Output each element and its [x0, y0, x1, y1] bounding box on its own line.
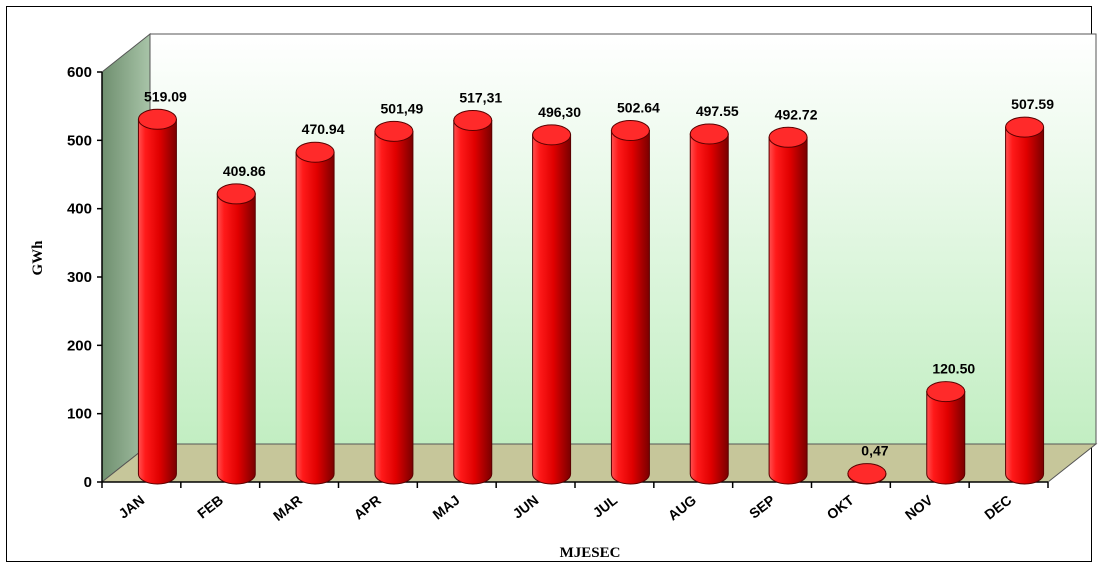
bar-top-cap	[926, 381, 966, 403]
x-tick-label: NOV	[902, 491, 936, 523]
data-label: 519.09	[144, 88, 187, 104]
bar-maj	[453, 110, 493, 485]
x-axis-title: MJESEC	[560, 545, 621, 561]
x-tick-label: JAN	[115, 492, 147, 522]
y-tick-label: 100	[67, 406, 92, 423]
bar-jul	[610, 120, 650, 485]
data-label: 497.55	[696, 103, 739, 119]
data-label: 502.64	[617, 100, 660, 116]
y-tick-label: 300	[67, 269, 92, 286]
bar-dec	[1005, 116, 1045, 485]
bar-aug	[689, 123, 729, 485]
y-axis-title: GWh	[30, 240, 46, 276]
bar-body	[374, 130, 414, 485]
x-tick-label: JUN	[510, 492, 542, 522]
x-tick-label: APR	[351, 492, 384, 523]
bar-jun	[532, 124, 572, 485]
x-tick-label: MAJ	[429, 492, 462, 523]
bar-okt	[847, 463, 887, 485]
x-axis: JAN FEB MAR APR MAJ JUN JUL AUG SEP OKT NOV DEC	[101, 481, 1049, 524]
data-label: 409.86	[223, 163, 266, 179]
bar-body	[216, 193, 256, 485]
x-tick-label: AUG	[665, 492, 699, 524]
y-tick-label: 0	[84, 474, 92, 491]
bar-body	[453, 120, 493, 485]
bar-jan	[137, 108, 177, 485]
bar-body	[610, 130, 650, 485]
x-tick-label: OKT	[824, 491, 857, 522]
bar-sep	[768, 126, 808, 485]
bar-top-cap	[295, 141, 335, 163]
x-tick-label: FEB	[194, 492, 226, 522]
bar-apr	[374, 120, 414, 485]
bar-body	[1005, 126, 1045, 485]
data-label: 501,49	[381, 100, 424, 116]
y-tick-label: 400	[67, 201, 92, 218]
data-label: 120.50	[932, 361, 975, 377]
data-label: 492.72	[775, 106, 818, 122]
y-tick-label: 500	[67, 132, 92, 149]
bar-body	[137, 118, 177, 485]
x-tick-label: JUL	[590, 491, 621, 520]
x-tick-label: SEP	[746, 492, 778, 522]
bar-top-cap	[374, 120, 414, 142]
bar-mar	[295, 141, 335, 485]
data-label: 517,31	[459, 90, 502, 106]
y-tick-label: 600	[67, 64, 92, 81]
bar-top-cap	[216, 183, 256, 205]
data-label: 496,30	[538, 104, 581, 120]
bar-top-cap	[689, 123, 729, 145]
data-label: 470.94	[302, 121, 345, 137]
bar-body	[768, 136, 808, 485]
bar-top-cap	[847, 463, 887, 485]
bars	[137, 108, 1045, 485]
y-tick-label: 200	[67, 337, 92, 354]
bar-feb	[216, 183, 256, 485]
bar-body	[926, 391, 966, 485]
y-axis: 0 100 200 300 400 500 600	[67, 64, 103, 491]
bar-top-cap	[453, 110, 493, 132]
bar-body	[295, 151, 335, 485]
data-label: 507.59	[1011, 96, 1054, 112]
bar-top-cap	[610, 120, 650, 142]
data-labels: 519.09 409.86 470.94 501,49 517,31 496,30 502.…	[144, 88, 1054, 458]
bar-nov	[926, 381, 966, 485]
bar-top-cap	[532, 124, 572, 146]
bar-top-cap	[768, 126, 808, 148]
x-tick-label: DEC	[981, 492, 1014, 523]
bar-top-cap	[137, 108, 177, 130]
bar-body	[532, 134, 572, 485]
bar-top-cap	[1005, 116, 1045, 138]
data-label: 0,47	[861, 443, 888, 459]
x-tick-label: MAR	[270, 492, 305, 524]
bar-body	[689, 133, 729, 485]
